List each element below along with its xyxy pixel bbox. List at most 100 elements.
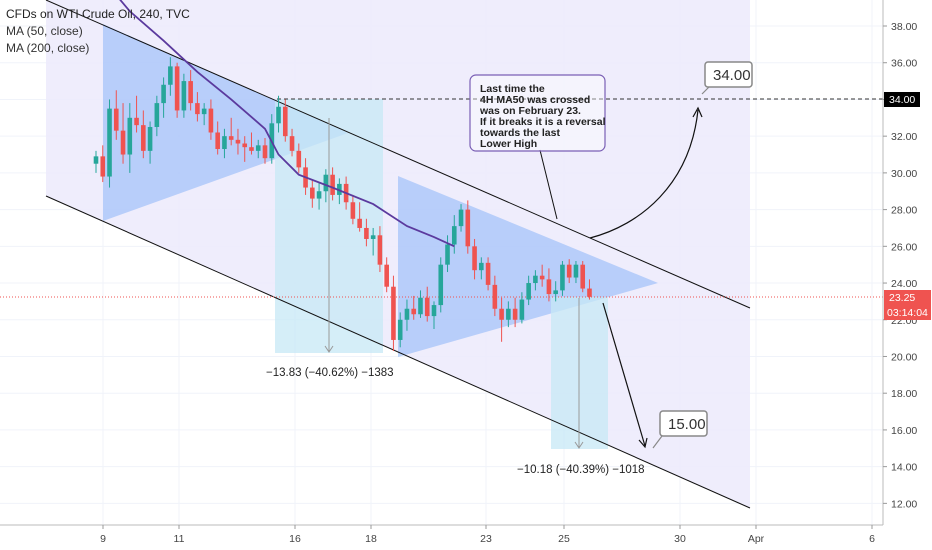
price-tick-label: 14.00 (891, 462, 917, 474)
breakout-arrow-up (589, 109, 699, 239)
candle-down (141, 125, 146, 151)
candle-down (174, 66, 180, 111)
price-tick-label: 28.00 (891, 205, 917, 217)
candle-up (553, 290, 558, 295)
candle-up (161, 84, 166, 104)
note-line-2: 4H MA50 was crossed (480, 94, 590, 106)
breakdown-arrow (602, 302, 646, 447)
candle-down (492, 284, 498, 309)
candle-down (539, 275, 545, 280)
price-tick-label: 24.00 (891, 278, 917, 290)
target-down-pointer (652, 435, 663, 449)
chart-legend: CFDs on WTI Crude Oil, 240, TVC MA (50, … (6, 6, 190, 57)
candle-up (181, 81, 187, 111)
candle-up (445, 244, 450, 265)
note-line-6: Lower High (480, 138, 537, 150)
countdown-text: 03:14:04 (887, 307, 928, 319)
level-34-badge-text: 34.00 (889, 94, 915, 106)
candle-down (330, 174, 335, 195)
candle-up (323, 174, 329, 192)
candle-down (242, 143, 248, 148)
candle-down (424, 297, 430, 317)
candle-down (228, 136, 234, 140)
candle-up (506, 308, 511, 320)
candle-down (235, 139, 241, 144)
channel-upper-line (45, 0, 751, 309)
candle-up (127, 117, 133, 155)
candle-down (499, 308, 504, 320)
candle-up (107, 108, 112, 177)
candle-down (215, 132, 220, 150)
candle-up (526, 283, 531, 300)
price-tick-label: 20.00 (891, 351, 917, 363)
time-tick-label: 11 (174, 533, 185, 545)
drawings-foreground: Last time the 4H MA50 was crossed was on… (266, 61, 753, 476)
legend-ma200[interactable]: MA (200, close) (6, 41, 90, 55)
candle-up (573, 264, 579, 278)
note-line-3: was on February 23. (479, 105, 581, 117)
price-tick-label: 18.00 (891, 388, 917, 400)
price-tick-label: 36.00 (891, 58, 917, 70)
candle-down (195, 103, 200, 115)
time-tick-label: 9 (100, 533, 106, 545)
candle-up (560, 264, 565, 291)
candle-down (296, 150, 302, 168)
price-tick-label: 26.00 (891, 241, 917, 253)
time-tick-label: 16 (289, 533, 301, 545)
time-tick-label: 25 (558, 533, 570, 545)
moving-averages (119, 0, 455, 248)
time-tick-label: 30 (674, 533, 686, 545)
candle-down (262, 145, 268, 159)
candle-down (134, 117, 139, 126)
level-34-badge (884, 92, 920, 107)
time-axis-ticks: 9 11 16 18 23 25 30 Apr 6 (100, 525, 875, 545)
last-price-text: 23.25 (889, 292, 915, 304)
note-line-1: Last time the (480, 83, 545, 95)
candle-up (404, 308, 410, 320)
time-axis-background (0, 525, 932, 550)
legend-title[interactable]: CFDs on WTI Crude Oil, 240, TVC (6, 7, 190, 21)
candle-up (201, 108, 207, 115)
projection-2-arrowhead (574, 441, 584, 449)
candle-down (120, 130, 126, 155)
legend-ma50[interactable]: MA (50, close) (6, 24, 83, 38)
candle-down (377, 235, 383, 265)
target-up-label: 34.00 (713, 67, 751, 84)
time-tick-label: 23 (480, 533, 492, 545)
breakout-arrowhead-up (692, 106, 703, 118)
candle-up (418, 297, 423, 315)
candle-down (546, 279, 552, 295)
time-tick-label: Apr (748, 533, 765, 545)
target-up-box[interactable] (704, 61, 753, 88)
note-line-4: If it breaks it is a reversal (480, 116, 606, 128)
triangle-pattern-1 (103, 24, 348, 221)
candle-down (350, 202, 356, 219)
candle-down (587, 288, 592, 297)
candle-down (384, 264, 389, 287)
candle-up (370, 235, 376, 239)
note-box[interactable] (469, 74, 606, 152)
candle-down (580, 264, 586, 289)
candle-up (519, 299, 525, 320)
candle-down (188, 81, 193, 104)
measure-label-1: −13.83 (−40.62%) −1383 (266, 367, 394, 379)
projection-1-arrowhead (324, 345, 334, 353)
breakdown-arrowhead (638, 437, 648, 449)
candle-up (451, 226, 457, 245)
candle-up (255, 145, 261, 151)
candle-up (316, 191, 322, 199)
candle-down (249, 147, 254, 151)
candle-down (465, 209, 471, 247)
candle-down (485, 262, 491, 285)
target-down-box[interactable] (659, 410, 708, 437)
price-tick-label: 16.00 (891, 425, 917, 437)
candle-up (438, 264, 444, 306)
candle-up (458, 209, 464, 227)
candle-up (431, 305, 437, 317)
candle-down (364, 227, 369, 239)
candle-down (472, 246, 477, 271)
time-tick-label: 6 (869, 533, 875, 545)
candle-up (533, 275, 538, 284)
